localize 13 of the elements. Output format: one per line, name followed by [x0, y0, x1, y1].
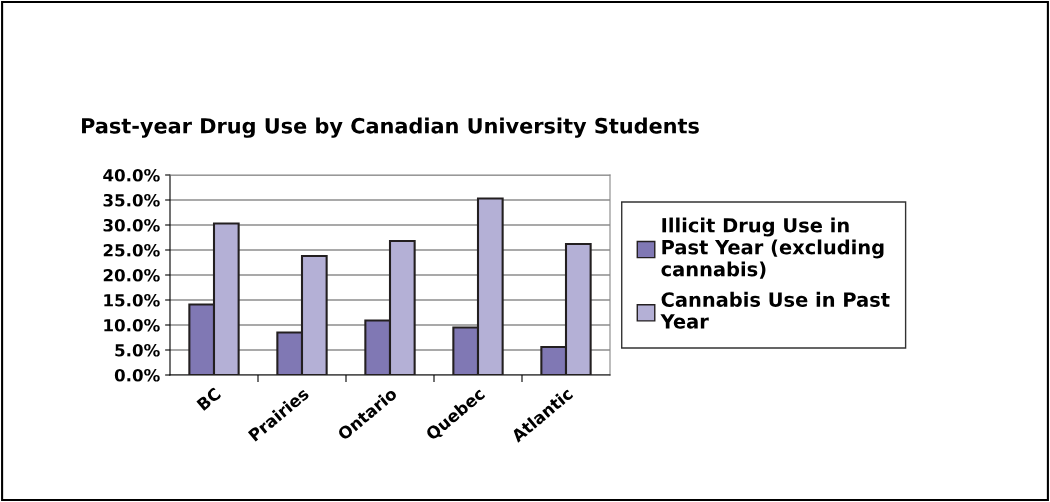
y-tick-label: 35.0% — [103, 193, 160, 207]
y-tick-label: 15.0% — [104, 293, 160, 307]
y-tick-label: 40.0% — [103, 168, 160, 182]
x-tick-label: BC — [196, 387, 222, 412]
y-tick-label: 25.0% — [103, 243, 160, 257]
y-tick-label: 20.0% — [103, 268, 160, 282]
legend-label: Illicit Drug Use in Past Year (excluding cannabis) — [661, 217, 884, 279]
y-tick-label: 30.0% — [103, 218, 160, 232]
legend-label: Cannabis Use in Past Year — [660, 291, 890, 329]
y-tick-label: 5.0% — [115, 343, 160, 357]
y-tick-label: 0.0% — [114, 368, 160, 382]
y-tick-label: 10.0% — [104, 318, 160, 332]
chart-title: Past-year Drug Use by Canadian University Students — [82, 117, 699, 138]
